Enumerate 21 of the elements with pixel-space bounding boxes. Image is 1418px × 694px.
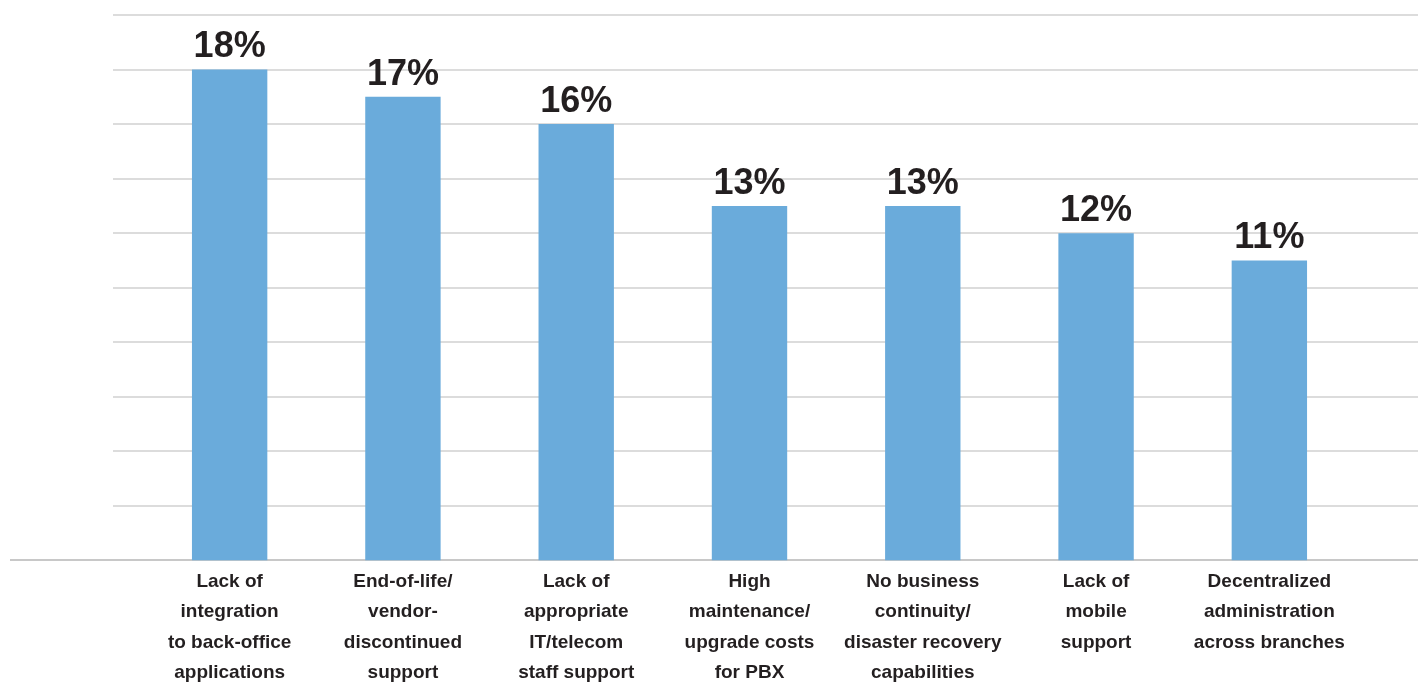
x-tick-label: No business continuity/ disaster recovery capabilities	[844, 569, 1002, 683]
bar	[365, 96, 441, 561]
data-label: 13%	[713, 160, 786, 202]
x-tick-label: Lack of mobile support	[1060, 569, 1133, 652]
bar	[885, 205, 961, 561]
data-label: 11%	[1234, 215, 1305, 257]
bar	[1058, 233, 1134, 561]
data-label: 18%	[193, 24, 266, 66]
data-label: 12%	[1060, 188, 1133, 230]
x-tick-label: Decentralized administration across branches	[1193, 569, 1345, 652]
x-tick-label: High maintenance/ upgrade costs for PBX	[684, 569, 815, 683]
x-tick-label: End-of-life/ vendor- discontinued support	[343, 569, 463, 683]
data-label: 16%	[540, 79, 613, 120]
bar	[191, 69, 268, 561]
data-label: 17%	[366, 51, 439, 93]
x-tick-label: Lack of integration to back-office applications	[167, 569, 292, 683]
bar	[1231, 260, 1308, 561]
bar	[538, 124, 614, 561]
x-tick-label: Lack of appropriate IT/telecom staff support	[518, 569, 635, 683]
bar	[711, 205, 788, 561]
data-label: 13%	[886, 160, 959, 202]
